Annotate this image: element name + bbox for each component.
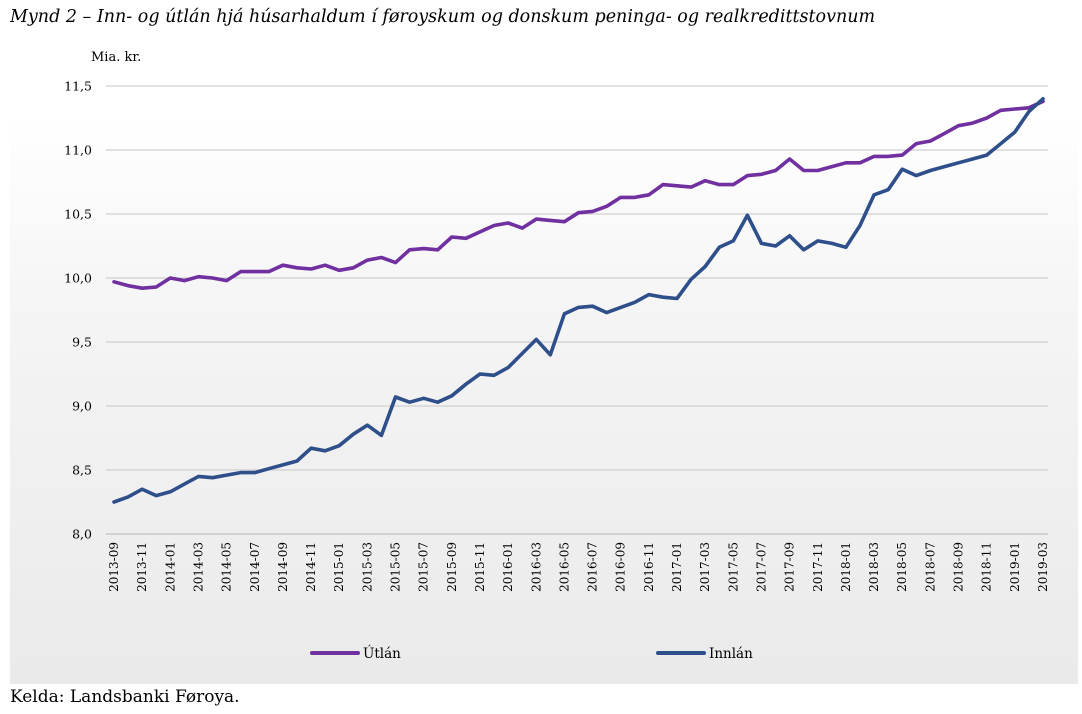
gridlines <box>106 85 1048 471</box>
x-tick-label: 2013-09 <box>107 542 121 592</box>
x-tick-label: 2018-07 <box>923 542 937 592</box>
x-tick-label: 2015-01 <box>332 542 346 592</box>
x-tick-label: 2017-03 <box>698 542 712 592</box>
series-lines <box>112 96 1045 504</box>
x-tick-label: 2016-01 <box>501 542 515 592</box>
x-tick-label: 2018-01 <box>839 542 853 592</box>
x-tick-label: 2016-09 <box>614 542 628 592</box>
x-tick-label: 2013-11 <box>135 542 149 592</box>
y-tick-label: 11,5 <box>64 79 92 94</box>
y-tick-label: 10,5 <box>64 207 92 222</box>
y-axis-unit-label: Mia. kr. <box>91 50 141 65</box>
legend-label: Útlán <box>363 645 401 662</box>
chart-title: Mynd 2 – Inn- og útlán hjá húsarhaldum í… <box>10 7 876 27</box>
x-tick-label: 2015-03 <box>360 542 374 592</box>
x-tick-label: 2016-07 <box>586 542 600 592</box>
series-line-innlan <box>112 96 1045 504</box>
x-tick-label: 2017-11 <box>811 542 825 592</box>
y-tick-label: 9,0 <box>72 399 92 414</box>
x-tick-label: 2016-05 <box>557 542 571 592</box>
x-tick-label: 2016-11 <box>642 542 656 592</box>
x-tick-label: 2018-03 <box>867 542 881 592</box>
legend-item-innlan: Innlán <box>656 646 753 662</box>
x-tick-label: 2018-11 <box>980 542 994 592</box>
x-tick-label: 2017-05 <box>726 542 740 592</box>
x-tick-label: 2014-09 <box>276 542 290 592</box>
x-tick-label: 2017-09 <box>783 542 797 592</box>
x-tick-label: 2014-11 <box>304 542 318 592</box>
x-tick-label: 2018-09 <box>952 542 966 592</box>
legend-item-utlan: Útlán <box>310 645 401 662</box>
x-tick-label: 2014-01 <box>163 542 177 592</box>
x-tick-label: 2018-05 <box>895 542 909 592</box>
y-axis-ticks: 8,0 8,5 9,0 9,5 10,0 10,5 11,0 11,5 <box>64 79 92 542</box>
x-tick-label: 2019-01 <box>1008 542 1022 592</box>
y-tick-label: 8,0 <box>72 527 92 542</box>
line-chart: 8,08,59,09,510,010,511,011,5 2013-09 2013… <box>64 50 1050 662</box>
chart-panel: 8,0 8,5 9,0 9,5 10,0 10,5 11,0 11,5 2013-09 2013… <box>10 38 1078 684</box>
legend: Útlán Innlán <box>310 645 753 662</box>
x-tick-label: 2015-07 <box>417 542 431 592</box>
x-axis-ticks: 2013-09 2013-11 2014-01 2014-03 2014-05 2014-… <box>107 542 1050 592</box>
y-tick-label: 11,0 <box>64 143 92 158</box>
x-tick-label: 2014-07 <box>248 542 262 592</box>
y-tick-label: 9,5 <box>72 335 92 350</box>
x-tick-label: 2014-03 <box>191 542 205 592</box>
legend-label: Innlán <box>709 646 753 662</box>
x-tick-label: 2016-03 <box>529 542 543 592</box>
x-tick-label: 2014-05 <box>220 542 234 592</box>
x-tick-label: 2015-05 <box>389 542 403 592</box>
source-note: Kelda: Landsbanki Føroya. <box>10 687 240 707</box>
x-tick-label: 2019-03 <box>1036 542 1050 592</box>
y-tick-label: 10,0 <box>64 271 92 286</box>
x-tick-label: 2017-07 <box>754 542 768 592</box>
x-tick-label: 2015-09 <box>445 542 459 592</box>
y-tick-label: 8,5 <box>72 463 92 478</box>
series-line-utlan <box>112 99 1045 290</box>
x-tick-label: 2017-01 <box>670 542 684 592</box>
x-tick-label: 2015-11 <box>473 542 487 592</box>
